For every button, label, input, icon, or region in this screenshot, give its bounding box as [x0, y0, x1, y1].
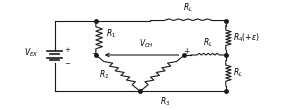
Text: $-$: $-$	[91, 47, 98, 56]
Text: $R_L$: $R_L$	[233, 67, 243, 79]
Text: $R_1$: $R_1$	[106, 28, 116, 40]
Text: $R_3$: $R_3$	[160, 96, 170, 108]
Text: $R_4(+\varepsilon)$: $R_4(+\varepsilon)$	[233, 32, 260, 44]
Text: $R_L$: $R_L$	[183, 2, 193, 14]
Text: $V_{EX}$: $V_{EX}$	[24, 46, 38, 59]
Text: $R_2$: $R_2$	[99, 69, 109, 81]
Text: $+$: $+$	[183, 46, 191, 56]
Text: $+$: $+$	[64, 45, 71, 54]
Text: $R_L$: $R_L$	[203, 36, 213, 49]
Text: $V_{CH}$: $V_{CH}$	[139, 37, 153, 50]
Text: $-$: $-$	[64, 59, 71, 65]
